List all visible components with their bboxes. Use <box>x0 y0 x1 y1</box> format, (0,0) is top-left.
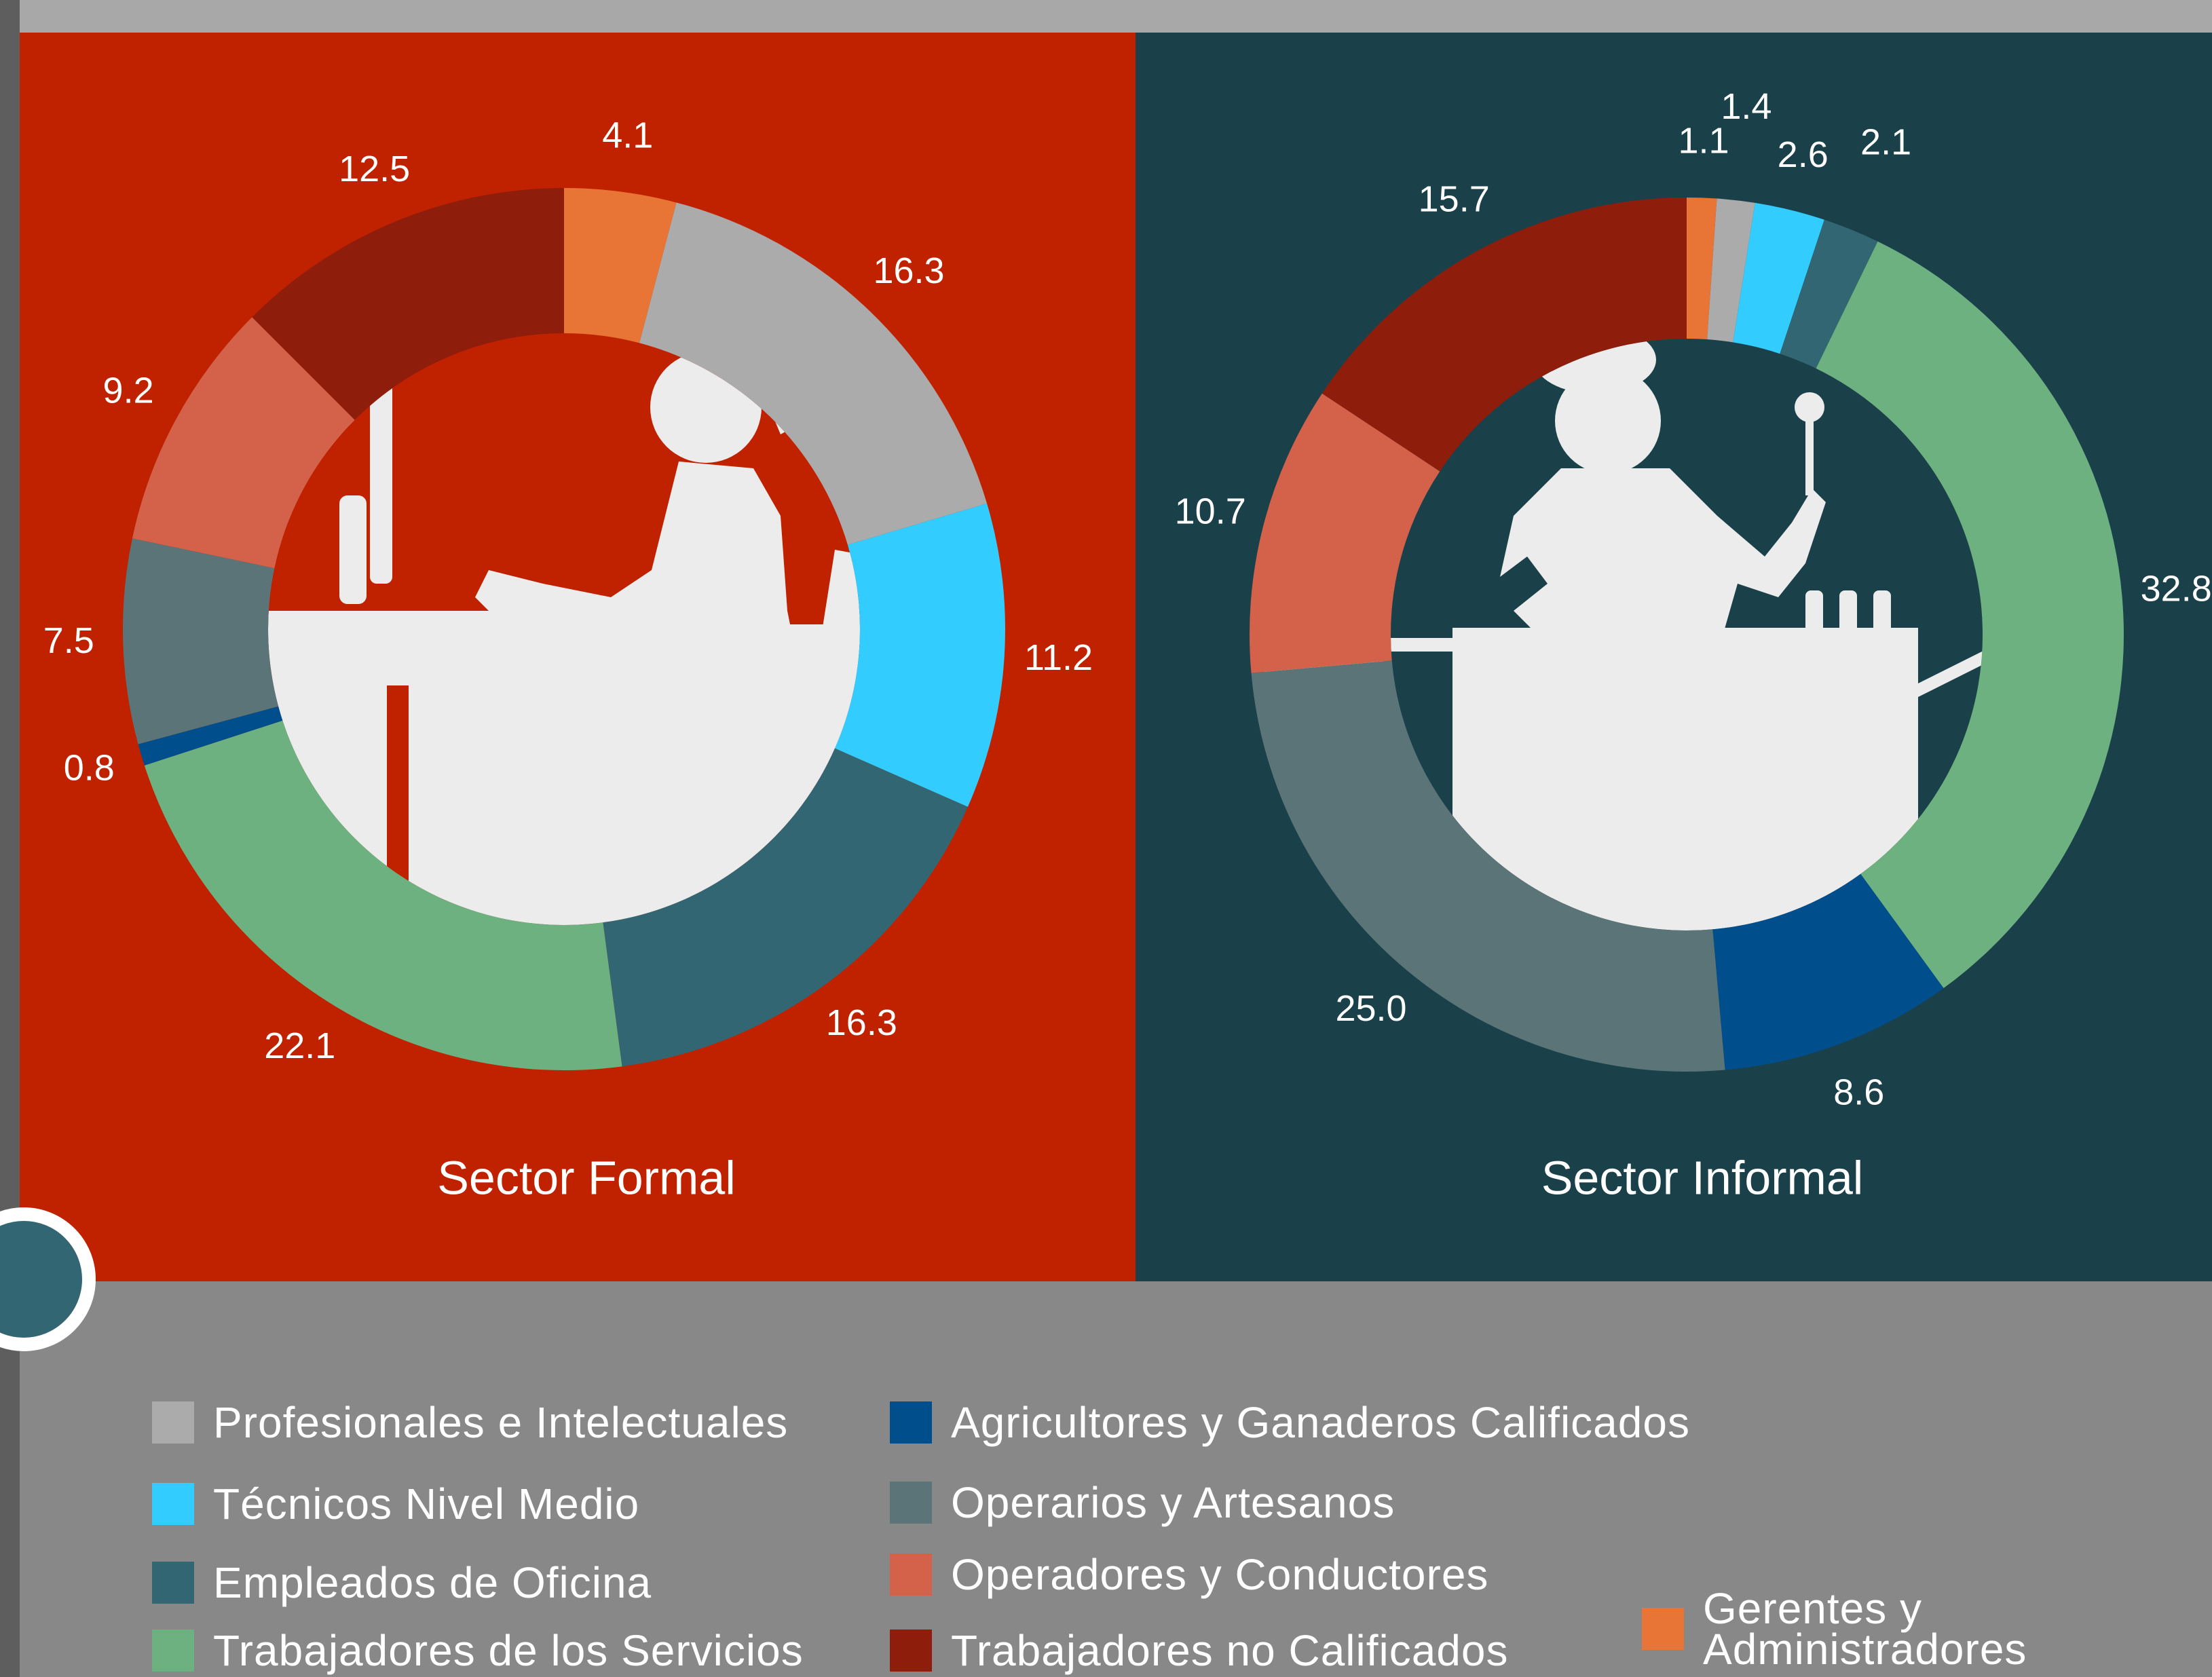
legend-swatch <box>152 1401 194 1444</box>
legend-swatch <box>1642 1608 1684 1650</box>
legend-item: Agricultores y Ganaderos Calificados <box>890 1401 1690 1444</box>
legend-swatch <box>890 1629 932 1672</box>
value-label: 16.3 <box>873 250 944 291</box>
legend-swatch <box>890 1401 932 1444</box>
value-label: 9.2 <box>103 371 154 411</box>
legend-item: Trabajadores no Calificados <box>890 1629 1509 1672</box>
chart-title: Sector Informal <box>1541 1151 1864 1204</box>
legend-label: Empleados de Oficina <box>213 1561 652 1604</box>
legend-item: Trabajadores de los Servicios <box>152 1629 804 1672</box>
legend-label: Profesionales e Intelectuales <box>213 1401 788 1444</box>
legend-swatch <box>152 1629 194 1672</box>
legend-swatch <box>152 1483 194 1525</box>
legend-label: Operadores y Conductores <box>951 1553 1488 1596</box>
legend-label: Trabajadores de los Servicios <box>213 1629 804 1672</box>
legend-label: Técnicos Nivel Medio <box>213 1482 639 1526</box>
value-label: 4.1 <box>602 115 653 155</box>
value-label: 32.8 <box>2141 569 2212 609</box>
value-label: 8.6 <box>1833 1072 1884 1112</box>
legend-label: Gerentes y Administradores <box>1703 1588 2083 1670</box>
value-label: 10.7 <box>1175 491 1246 531</box>
value-label: 2.6 <box>1778 134 1829 175</box>
value-label: 16.3 <box>826 1002 897 1043</box>
decor-circle <box>0 1214 89 1344</box>
legend-label: Trabajadores no Calificados <box>951 1629 1509 1672</box>
value-label: 22.1 <box>264 1025 335 1066</box>
value-label: 0.8 <box>64 747 115 788</box>
chart-title: Sector Formal <box>437 1151 736 1204</box>
legend-item: Profesionales e Intelectuales <box>152 1401 788 1444</box>
value-label: 15.7 <box>1419 179 1490 220</box>
value-label: 11.2 <box>1024 637 1093 678</box>
legend-swatch <box>890 1482 932 1524</box>
value-label: 12.5 <box>339 149 410 189</box>
legend-label: Operarios y Artesanos <box>951 1481 1395 1524</box>
legend-item: Técnicos Nivel Medio <box>152 1482 639 1526</box>
value-label: 2.1 <box>1860 122 1911 163</box>
legend-item: Empleados de Oficina <box>152 1561 652 1604</box>
legend-label: Agricultores y Ganaderos Calificados <box>951 1401 1690 1444</box>
page: Sector Formal Sector Informal 4.1 16.3 11.… <box>0 0 2212 1677</box>
legend-swatch <box>890 1553 932 1596</box>
value-label: 25.0 <box>1335 988 1406 1029</box>
legend-item: Operadores y Conductores <box>890 1553 1488 1596</box>
top-bar <box>0 0 2212 33</box>
value-label: 1.4 <box>1721 86 1772 127</box>
value-label: 7.5 <box>43 620 94 661</box>
legend-item: Operarios y Artesanos <box>890 1481 1395 1524</box>
legend-item: Gerentes y Administradores <box>1642 1588 2083 1670</box>
legend-swatch <box>152 1562 194 1604</box>
left-strip <box>0 0 20 1677</box>
